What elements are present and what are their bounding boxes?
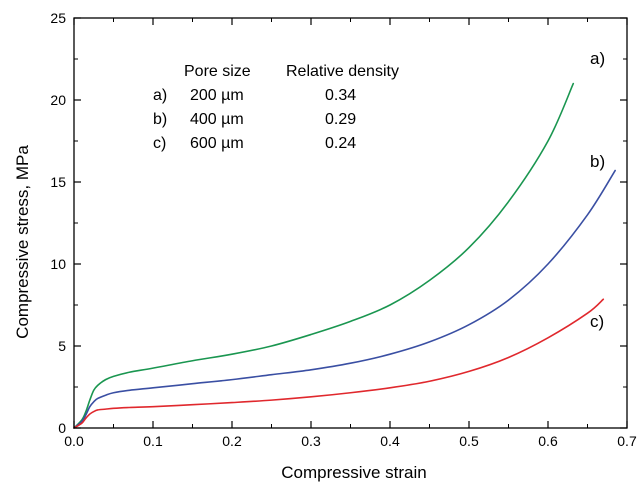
y-tick-label: 10: [50, 256, 66, 272]
x-tick-label: 0.7: [617, 433, 637, 449]
x-axis-label: Compressive strain: [281, 463, 427, 482]
ticks-layer: [73, 17, 628, 429]
x-tick-label: 0.1: [143, 433, 163, 449]
series-line-c: [73, 298, 605, 429]
y-tick-label: 15: [50, 174, 66, 190]
x-tick-label: 0.0: [64, 433, 84, 449]
y-tick-label: 5: [58, 338, 66, 354]
legend-row-id: b): [153, 111, 167, 128]
series-label-b: b): [590, 152, 605, 171]
x-tick-label: 0.3: [301, 433, 321, 449]
x-tick-label: 0.6: [538, 433, 558, 449]
legend-row-relative-density: 0.34: [325, 87, 356, 104]
series-label-a: a): [590, 49, 605, 68]
legend-header-pore-size: Pore size: [184, 63, 251, 80]
legend-row-pore-size: 400 µm: [190, 111, 244, 128]
y-axis-label: Compressive stress, MPa: [13, 145, 32, 339]
legend-row-id: a): [153, 87, 167, 104]
x-tick-label: 0.4: [380, 433, 400, 449]
series-line-b: [73, 169, 616, 429]
y-tick-label: 20: [50, 92, 66, 108]
legend-row-pore-size: 200 µm: [190, 87, 244, 104]
legend-header-relative-density: Relative density: [286, 63, 399, 80]
legend-row-relative-density: 0.29: [325, 111, 356, 128]
tick-labels-layer: 0.0 0.1 0.2 0.3 0.4 0.5 0.6 0.7 0 5 10 15 20 25: [50, 10, 637, 449]
series-label-c: c): [590, 312, 604, 331]
x-tick-label: 0.5: [459, 433, 479, 449]
series-line-a: [73, 82, 575, 429]
legend-row-pore-size: 600 µm: [190, 135, 244, 152]
x-tick-label: 0.2: [222, 433, 242, 449]
y-tick-label: 25: [50, 10, 66, 26]
curves-layer: [73, 82, 616, 429]
legend-row-id: c): [153, 135, 166, 152]
y-tick-label: 0: [58, 420, 66, 436]
legend-row-relative-density: 0.24: [325, 135, 356, 152]
legend-table: Pore size Relative density a) 200 µm 0.3…: [153, 63, 399, 152]
